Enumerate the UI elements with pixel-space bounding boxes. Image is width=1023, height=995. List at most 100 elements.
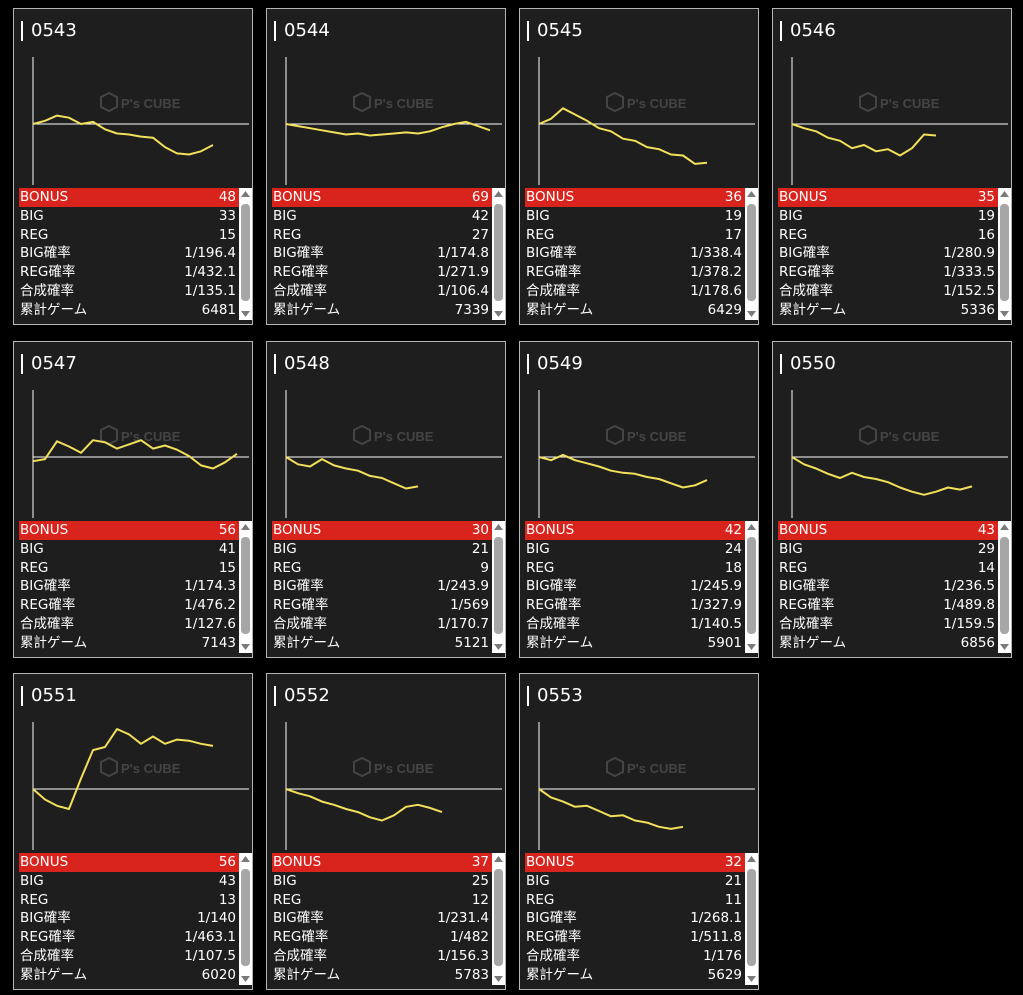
value-combined-rate: 1/106.4 <box>437 282 489 299</box>
scroll-up-arrow-icon[interactable] <box>745 522 758 532</box>
scroll-up-arrow-icon[interactable] <box>492 854 505 864</box>
machine-card[interactable]: 0548 P's CUBE BONUS 30 BIG 21 REG 9 BIG確率 1/… <box>266 341 506 658</box>
row-reg-rate: REG確率 1/333.5 <box>778 263 1001 282</box>
stats-scrollbar[interactable] <box>998 188 1011 320</box>
value-total-games: 7339 <box>454 301 489 318</box>
header-accent-bar <box>21 21 23 41</box>
scroll-down-arrow-icon[interactable] <box>745 309 758 319</box>
stats-scrollbar[interactable] <box>239 853 252 985</box>
value-total-games: 5336 <box>960 301 995 318</box>
scroll-down-arrow-icon[interactable] <box>239 974 252 984</box>
stats-scrollbar[interactable] <box>492 188 505 320</box>
scroll-down-arrow-icon[interactable] <box>745 642 758 652</box>
value-reg: 15 <box>218 226 236 243</box>
scroll-thumb[interactable] <box>494 869 503 966</box>
value-big: 41 <box>218 540 236 557</box>
label-reg: REG <box>273 891 302 908</box>
label-big-rate: BIG確率 <box>273 578 324 595</box>
scroll-up-arrow-icon[interactable] <box>239 522 252 532</box>
machine-card[interactable]: 0551 P's CUBE BONUS 56 BIG 43 REG 13 BIG確率 1… <box>13 673 253 990</box>
value-big-rate: 1/338.4 <box>690 245 742 262</box>
scroll-up-arrow-icon[interactable] <box>998 189 1011 199</box>
scroll-thumb[interactable] <box>1000 204 1009 301</box>
machine-card[interactable]: 0543 P's CUBE BONUS 48 BIG 33 REG 15 BIG確率 1… <box>13 8 253 325</box>
scroll-thumb[interactable] <box>241 204 250 301</box>
stats-table: BONUS 56 BIG 43 REG 13 BIG確率 1/140 REG確率 1/46… <box>19 853 252 985</box>
scroll-thumb[interactable] <box>241 537 250 634</box>
machine-card[interactable]: 0553 P's CUBE BONUS 32 BIG 21 REG 11 BIG確率 1… <box>519 673 759 990</box>
scroll-down-arrow-icon[interactable] <box>239 309 252 319</box>
scroll-up-arrow-icon[interactable] <box>492 522 505 532</box>
row-reg-rate: REG確率 1/489.8 <box>778 596 1001 615</box>
header-accent-bar <box>274 21 276 41</box>
scroll-thumb[interactable] <box>1000 537 1009 634</box>
machine-card[interactable]: 0547 P's CUBE BONUS 56 BIG 41 REG 15 BIG確率 1… <box>13 341 253 658</box>
machine-card[interactable]: 0549 P's CUBE BONUS 42 BIG 24 REG 18 BIG確率 1… <box>519 341 759 658</box>
row-combined-rate: 合成確率 1/106.4 <box>272 282 495 301</box>
watermark-text: P's CUBE <box>374 96 434 111</box>
scroll-thumb[interactable] <box>494 204 503 301</box>
value-big: 24 <box>724 540 742 557</box>
label-big-rate: BIG確率 <box>779 578 830 595</box>
scroll-thumb[interactable] <box>241 869 250 966</box>
watermark-text: P's CUBE <box>627 761 687 776</box>
scroll-thumb[interactable] <box>747 869 756 966</box>
machine-header: 0546 <box>780 19 836 43</box>
scroll-down-arrow-icon[interactable] <box>492 309 505 319</box>
scroll-thumb[interactable] <box>747 537 756 634</box>
machine-number: 0543 <box>31 20 77 41</box>
stats-scrollbar[interactable] <box>492 521 505 653</box>
scroll-down-arrow-icon[interactable] <box>745 974 758 984</box>
label-bonus: BONUS <box>20 522 69 538</box>
machine-card[interactable]: 0545 P's CUBE BONUS 36 BIG 19 REG 17 BIG確率 1… <box>519 8 759 325</box>
label-big-rate: BIG確率 <box>526 578 577 595</box>
graph-line <box>32 439 238 470</box>
scroll-thumb[interactable] <box>747 204 756 301</box>
stats-scrollbar[interactable] <box>745 188 758 320</box>
scroll-down-arrow-icon[interactable] <box>492 974 505 984</box>
label-reg: REG <box>273 559 302 576</box>
scroll-down-arrow-icon[interactable] <box>998 309 1011 319</box>
row-reg: REG 12 <box>272 891 495 910</box>
row-combined-rate: 合成確率 1/140.5 <box>525 615 748 634</box>
value-total-games: 5629 <box>707 966 742 983</box>
scroll-down-arrow-icon[interactable] <box>239 642 252 652</box>
scroll-up-arrow-icon[interactable] <box>239 854 252 864</box>
payout-graph: P's CUBE <box>285 390 502 518</box>
stats-scrollbar[interactable] <box>745 521 758 653</box>
scroll-up-arrow-icon[interactable] <box>492 189 505 199</box>
machine-card[interactable]: 0546 P's CUBE BONUS 35 BIG 19 REG 16 BIG確率 1… <box>772 8 1012 325</box>
scroll-up-arrow-icon[interactable] <box>998 522 1011 532</box>
value-reg-rate: 1/476.2 <box>184 597 236 614</box>
label-big: BIG <box>20 540 44 557</box>
stats-scrollbar[interactable] <box>745 853 758 985</box>
stats-scrollbar[interactable] <box>239 188 252 320</box>
machine-header: 0543 <box>21 19 77 43</box>
scroll-thumb[interactable] <box>494 537 503 634</box>
scroll-up-arrow-icon[interactable] <box>745 189 758 199</box>
label-bonus: BONUS <box>779 189 828 205</box>
label-total-games: 累計ゲーム <box>779 301 847 318</box>
stats-scrollbar[interactable] <box>239 521 252 653</box>
scroll-down-arrow-icon[interactable] <box>998 642 1011 652</box>
row-total-games: 累計ゲーム 7339 <box>272 301 495 320</box>
label-reg: REG <box>20 891 49 908</box>
row-bonus: BONUS 32 <box>525 853 748 872</box>
machine-card[interactable]: 0550 P's CUBE BONUS 43 BIG 29 REG 14 BIG確率 1… <box>772 341 1012 658</box>
scroll-down-arrow-icon[interactable] <box>492 642 505 652</box>
value-bonus: 30 <box>471 522 489 538</box>
row-total-games: 累計ゲーム 5121 <box>272 634 495 653</box>
scroll-up-arrow-icon[interactable] <box>745 854 758 864</box>
machine-card[interactable]: 0552 P's CUBE BONUS 37 BIG 25 REG 12 BIG確率 1… <box>266 673 506 990</box>
stats-scrollbar[interactable] <box>998 521 1011 653</box>
stats-scrollbar[interactable] <box>492 853 505 985</box>
label-big: BIG <box>526 540 550 557</box>
value-reg: 14 <box>977 559 995 576</box>
value-reg: 9 <box>480 559 489 576</box>
row-reg: REG 18 <box>525 559 748 578</box>
row-big: BIG 41 <box>19 540 242 559</box>
scroll-up-arrow-icon[interactable] <box>239 189 252 199</box>
label-bonus: BONUS <box>526 854 575 870</box>
watermark-text: P's CUBE <box>880 429 940 444</box>
machine-card[interactable]: 0544 P's CUBE BONUS 69 BIG 42 REG 27 BIG確率 1… <box>266 8 506 325</box>
